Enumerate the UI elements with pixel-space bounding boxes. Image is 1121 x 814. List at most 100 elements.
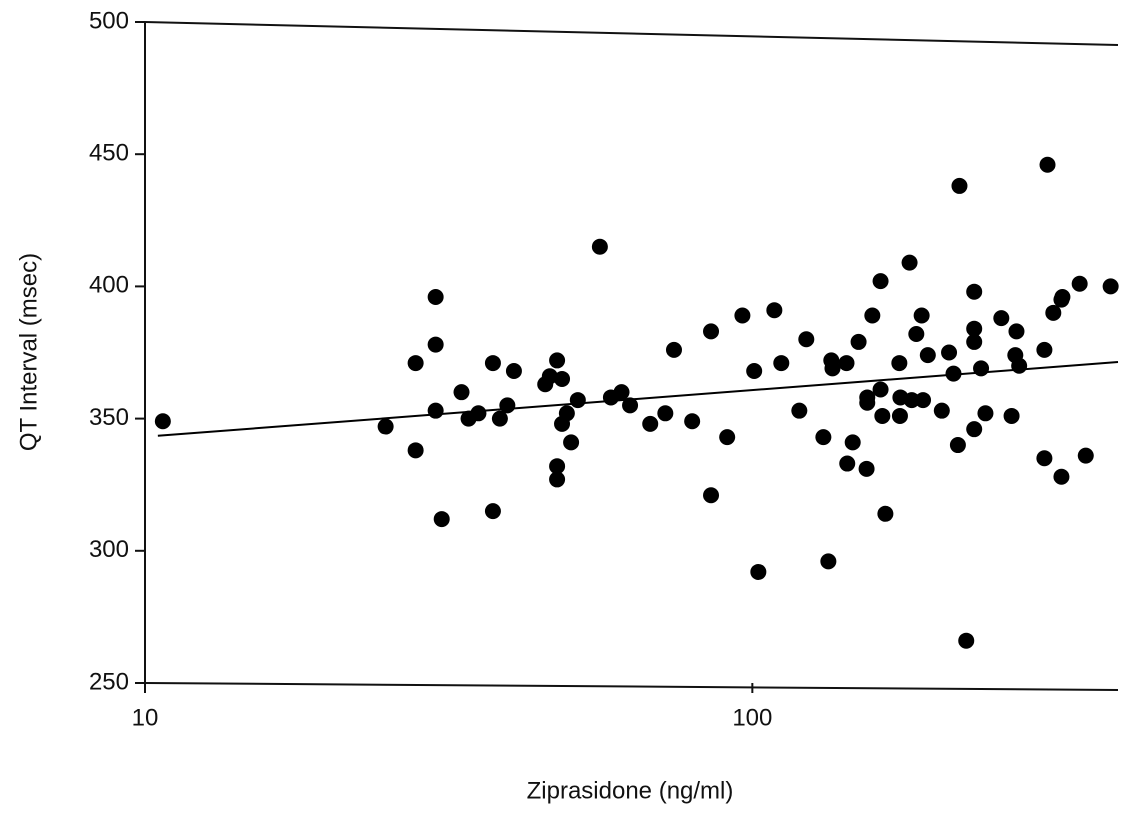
point: [850, 333, 867, 350]
point: [903, 392, 920, 409]
point: [773, 355, 790, 372]
point: [791, 402, 808, 419]
point: [470, 405, 487, 422]
point: [908, 325, 925, 342]
point: [1102, 278, 1119, 295]
point: [864, 307, 881, 324]
point: [901, 254, 918, 271]
point: [872, 273, 889, 290]
point: [734, 307, 751, 324]
point: [915, 392, 932, 409]
point: [1053, 468, 1070, 485]
point: [549, 352, 566, 369]
point: [872, 381, 889, 398]
point: [1011, 357, 1028, 374]
point: [839, 455, 856, 472]
point: [1071, 275, 1088, 292]
plot-frame-top: [144, 21, 1119, 46]
point: [966, 333, 983, 350]
point: [859, 389, 876, 406]
point: [1045, 304, 1062, 321]
point: [958, 632, 975, 649]
point: [798, 331, 815, 348]
point: [874, 407, 891, 424]
point: [1054, 288, 1071, 305]
point: [891, 355, 908, 372]
point: [820, 553, 837, 570]
point: [951, 177, 968, 194]
point: [541, 368, 558, 385]
point: [913, 307, 930, 324]
point: [1039, 156, 1056, 173]
point: [1077, 447, 1094, 464]
point: [427, 336, 444, 353]
y-axis-label: QT Interval (msec): [15, 253, 42, 451]
point: [844, 434, 861, 451]
point: [613, 384, 630, 401]
point: [499, 397, 516, 414]
point: [154, 413, 171, 430]
point: [815, 429, 832, 446]
point: [966, 320, 983, 337]
point: [407, 355, 424, 372]
point: [591, 238, 608, 255]
point: [427, 288, 444, 305]
point: [427, 402, 444, 419]
point: [491, 410, 508, 427]
point: [719, 429, 736, 446]
x-tick-label: 100: [732, 704, 772, 731]
point: [505, 363, 522, 380]
point: [838, 355, 855, 372]
point: [877, 505, 894, 522]
point: [966, 421, 983, 438]
y-tick-label: 500: [89, 7, 129, 34]
point: [703, 487, 720, 504]
point: [1008, 323, 1025, 340]
y-tick-label: 400: [89, 272, 129, 299]
point: [484, 355, 501, 372]
x-axis-label: Ziprasidone (ng/ml): [527, 777, 734, 804]
point: [977, 405, 994, 422]
point: [966, 283, 983, 300]
point: [407, 442, 424, 459]
y-tick-label: 350: [89, 404, 129, 431]
point: [563, 434, 580, 451]
point: [941, 344, 958, 361]
point: [1036, 450, 1053, 467]
point: [433, 511, 450, 528]
point: [993, 310, 1010, 327]
point: [453, 384, 470, 401]
point: [484, 503, 501, 520]
y-tick-label: 250: [89, 668, 129, 695]
point: [824, 360, 841, 377]
point: [891, 407, 908, 424]
point: [750, 563, 767, 580]
point: [665, 341, 682, 358]
point: [377, 418, 394, 435]
x-tick-label: 10: [132, 704, 159, 731]
point: [933, 402, 950, 419]
y-tick-label: 450: [89, 140, 129, 167]
fit-line: [157, 361, 1119, 437]
x-axis: [144, 682, 1119, 691]
point: [703, 323, 720, 340]
point: [642, 415, 659, 432]
point: [1036, 341, 1053, 358]
point: [684, 413, 701, 430]
point: [554, 370, 571, 387]
point: [657, 405, 674, 422]
point: [919, 347, 936, 364]
point: [766, 302, 783, 319]
point: [558, 405, 575, 422]
point: [945, 365, 962, 382]
point: [1003, 407, 1020, 424]
point: [549, 471, 566, 488]
point: [949, 437, 966, 454]
point: [549, 458, 566, 475]
point: [622, 397, 639, 414]
y-tick-label: 300: [89, 536, 129, 563]
point: [569, 392, 586, 409]
point: [858, 460, 875, 477]
point: [746, 363, 763, 380]
